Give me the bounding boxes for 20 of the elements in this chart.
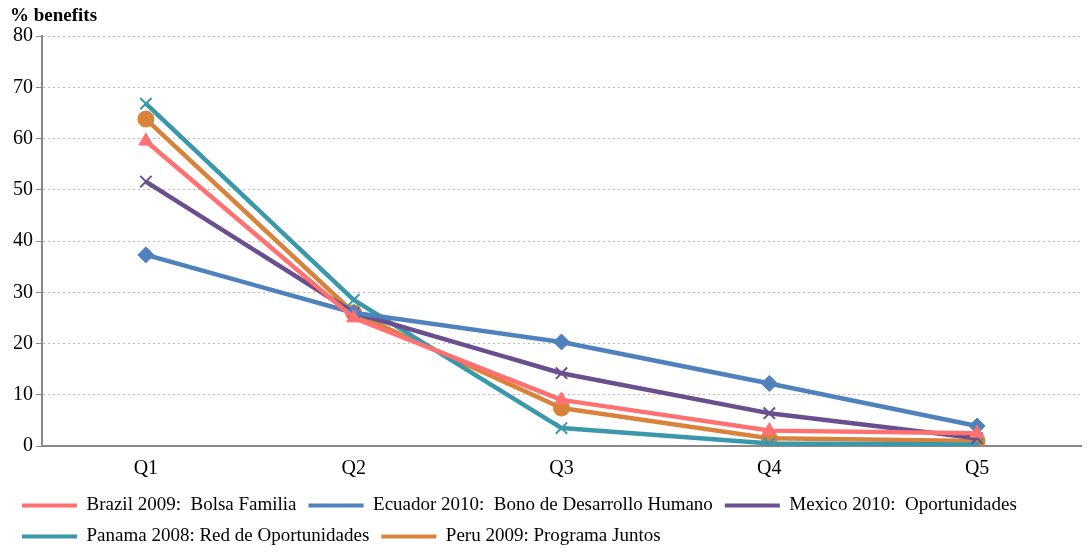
x-tick-label: Q3 — [549, 456, 574, 479]
y-tick-label: 40 — [13, 228, 33, 251]
y-tick-label: 80 — [13, 23, 33, 46]
legend-label: Peru 2009: Programa Juntos — [445, 524, 661, 546]
x-tick-label: Q5 — [964, 456, 990, 479]
legend-label: Mexico 2010: Oportunidades — [789, 493, 1017, 515]
y-tick-label: 30 — [13, 279, 33, 302]
legend-label: Brazil 2009: Bolsa Familia — [86, 493, 298, 515]
y-tick-label: 0 — [23, 433, 33, 456]
x-tick-label: Q1 — [133, 456, 159, 479]
y-tick-label: 20 — [13, 330, 33, 353]
legend-label: Panama 2008: Red de Oportunidades — [86, 524, 370, 546]
y-axis-title: % benefits — [10, 4, 98, 26]
y-tick-label: 10 — [13, 382, 33, 404]
y-tick-label: 50 — [13, 177, 33, 199]
x-tick-label: Q4 — [757, 456, 782, 479]
legend-label: Ecuador 2010: Bono de Desarrollo Humano — [373, 493, 713, 515]
y-tick-label: 60 — [13, 125, 33, 148]
y-tick-label: 70 — [13, 74, 33, 97]
x-tick-label: Q2 — [341, 456, 366, 479]
